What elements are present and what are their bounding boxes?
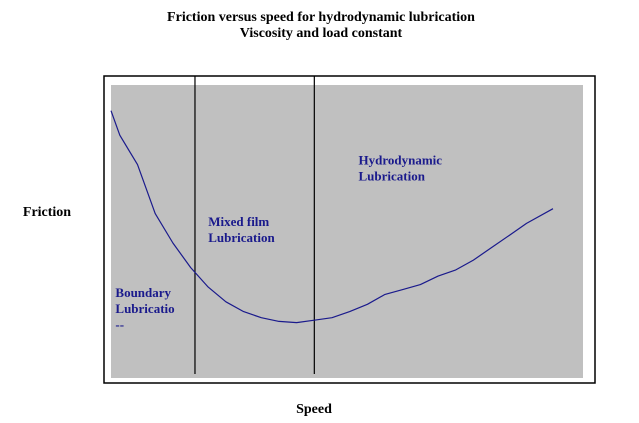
- chart-subtitle: Viscosity and load constant: [240, 26, 403, 41]
- friction-curve-1: [110, 110, 554, 324]
- region-label-line: Mixed film: [208, 214, 269, 229]
- plot-area: [111, 85, 583, 378]
- region-label-line: Lubrication: [359, 169, 426, 184]
- x-axis-label: Speed: [296, 402, 332, 417]
- chart-title: Friction versus speed for hydrodynamic l…: [167, 10, 475, 25]
- chart-marks: Boundary Lubricatio --Mixed film Lubricatio…: [110, 76, 554, 374]
- region-label-line: Hydrodynamic: [359, 153, 443, 168]
- region-label-line: Lubrication: [208, 230, 275, 245]
- y-axis-label: Friction: [23, 205, 71, 220]
- region-label-line: Boundary: [115, 285, 171, 300]
- mixed-film-lubrication-label: Mixed film Lubrication: [208, 214, 275, 245]
- region-label-line: Lubricatio: [115, 301, 174, 316]
- region-label-line: --: [115, 317, 124, 332]
- hydrodynamic-lubrication-label: Hydrodynamic Lubrication: [359, 153, 443, 184]
- boundary-lubrication-label: Boundary Lubricatio --: [115, 285, 174, 332]
